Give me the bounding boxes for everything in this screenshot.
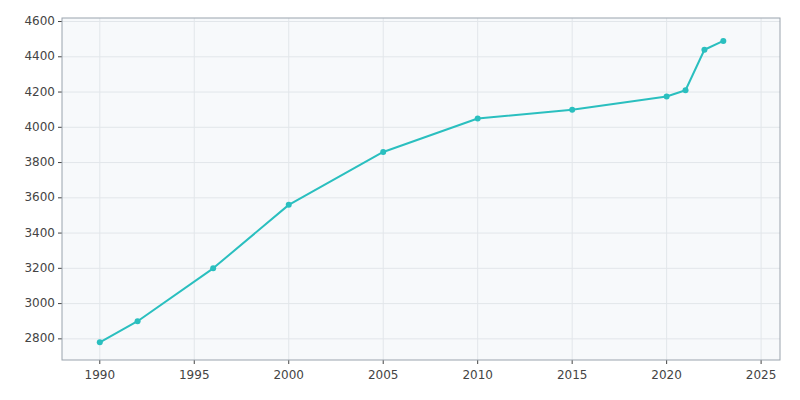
x-tick — [477, 360, 478, 364]
x-tick — [288, 360, 289, 364]
y-tick — [58, 162, 62, 163]
marker — [701, 47, 707, 53]
y-tick — [58, 338, 62, 339]
y-grid-line — [62, 338, 780, 339]
x-tick-label: 2005 — [368, 368, 399, 382]
data-series — [97, 38, 727, 345]
y-grid-line — [62, 162, 780, 163]
x-tick — [383, 360, 384, 364]
y-grid-line — [62, 197, 780, 198]
y-tick-label: 2800 — [24, 331, 55, 345]
marker — [380, 149, 386, 155]
y-grid-line — [62, 21, 780, 22]
plot-background — [62, 18, 780, 360]
x-tick-label: 2015 — [557, 368, 588, 382]
x-tick-label: 1995 — [179, 368, 210, 382]
marker — [683, 87, 689, 93]
x-grid-line — [761, 18, 762, 360]
y-tick — [58, 92, 62, 93]
x-tick-label: 1990 — [85, 368, 116, 382]
x-grid-line — [99, 18, 100, 360]
y-tick-label: 3600 — [24, 190, 55, 204]
y-tick-label: 3800 — [24, 155, 55, 169]
y-grid-line — [62, 127, 780, 128]
x-grid-line — [288, 18, 289, 360]
y-grid-line — [62, 56, 780, 57]
x-tick-label: 2025 — [746, 368, 777, 382]
y-tick — [58, 21, 62, 22]
x-tick-label: 2000 — [273, 368, 304, 382]
tick-labels: 2800 3000 3200 3400 3600 3800 4000 4200 4400 4600… — [24, 14, 776, 382]
y-tick — [58, 233, 62, 234]
x-grid-line — [572, 18, 573, 360]
y-tick-label: 4000 — [24, 120, 55, 134]
x-tick-label: 2010 — [462, 368, 493, 382]
y-tick — [58, 197, 62, 198]
y-tick-label: 3400 — [24, 226, 55, 240]
y-tick-label: 4400 — [24, 49, 55, 63]
y-tick-label: 3200 — [24, 261, 55, 275]
x-tick — [194, 360, 195, 364]
chart-container: 2800 3000 3200 3400 3600 3800 4000 4200 4400 4600… — [0, 0, 800, 400]
y-tick — [58, 268, 62, 269]
marker — [720, 38, 726, 44]
marker — [135, 318, 141, 324]
marker — [664, 93, 670, 99]
x-grid-line — [383, 18, 384, 360]
x-grid-line — [666, 18, 667, 360]
x-tick — [666, 360, 667, 364]
marker — [97, 339, 103, 345]
y-tick — [58, 127, 62, 128]
x-tick — [572, 360, 573, 364]
y-grid-line — [62, 303, 780, 304]
marker — [475, 115, 481, 121]
y-grid-line — [62, 268, 780, 269]
x-grid-line — [194, 18, 195, 360]
x-tick-label: 2020 — [651, 368, 682, 382]
grid — [62, 18, 780, 360]
y-tick — [58, 303, 62, 304]
marker — [569, 107, 575, 113]
marker — [210, 265, 216, 271]
y-grid-line — [62, 92, 780, 93]
line — [100, 41, 724, 342]
y-tick-label: 4600 — [24, 14, 55, 28]
marker — [286, 202, 292, 208]
y-grid-line — [62, 233, 780, 234]
plot-frame — [62, 18, 780, 360]
x-grid-line — [477, 18, 478, 360]
y-tick-label: 4200 — [24, 85, 55, 99]
chart: 2800 3000 3200 3400 3600 3800 4000 4200 4400 4600… — [0, 0, 800, 400]
y-tick — [58, 56, 62, 57]
y-tick-label: 3000 — [24, 296, 55, 310]
x-tick — [761, 360, 762, 364]
x-tick — [99, 360, 100, 364]
page: {"chart_data": {"type": "line", "x": [19… — [0, 0, 800, 400]
